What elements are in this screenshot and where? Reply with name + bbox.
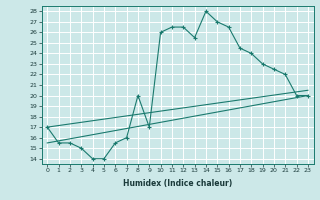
X-axis label: Humidex (Indice chaleur): Humidex (Indice chaleur) [123, 179, 232, 188]
